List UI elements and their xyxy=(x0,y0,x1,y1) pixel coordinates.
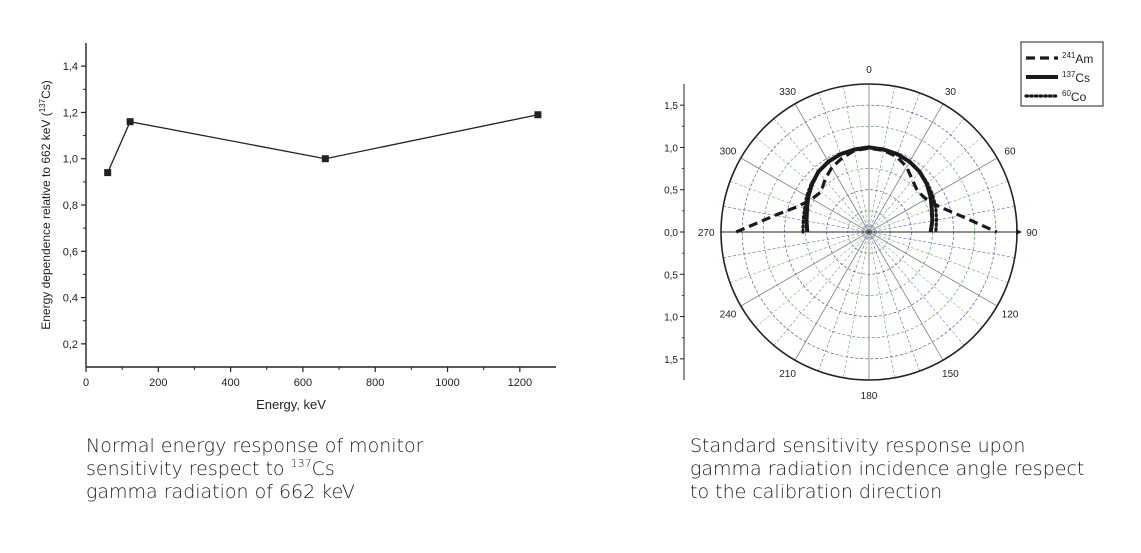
polar-grid-spoke xyxy=(868,103,944,233)
polar-grid-spoke xyxy=(868,118,965,233)
x-axis-label: Energy, keV xyxy=(256,397,326,412)
radial-scale-label: 1,0 xyxy=(664,143,678,154)
radial-scale-label: 0,0 xyxy=(664,228,678,239)
angular-sensitivity-polar-chart: 0 30 60 90 120 150 180 210 240 270 300 330 0,0 0,5 1,0… xyxy=(664,41,1104,402)
series-curve-am xyxy=(735,146,998,234)
polar-angle-label: 90 xyxy=(1026,228,1038,239)
right-chart-caption: Standard sensitivity response upon gamma… xyxy=(690,435,1110,504)
legend-label: 60Co xyxy=(1062,89,1087,104)
polar-angle-label: 150 xyxy=(942,369,959,380)
data-point-marker xyxy=(321,155,329,163)
data-point-marker xyxy=(534,111,542,119)
energy-response-chart: 0,2 0,4 0,6 0,8 1,0 1,2 1,4 0 200 400 600 800 1000 12… xyxy=(38,43,556,412)
polar-grid-spoke xyxy=(773,231,870,346)
left-caption-isotope-mass: 137 xyxy=(290,457,312,470)
x-tick-label: 800 xyxy=(366,377,384,389)
y-tick-label: 0,6 xyxy=(63,246,78,258)
radial-scale-label: 0,5 xyxy=(664,270,678,281)
data-point-marker xyxy=(104,169,112,177)
series-curve-co xyxy=(801,145,939,234)
polar-grid-spoke xyxy=(794,231,870,361)
x-tick-label: 200 xyxy=(149,377,167,389)
left-caption-line-3: gamma radiation of 662 keV xyxy=(86,481,355,503)
polar-grid-spoke xyxy=(868,231,944,361)
right-caption-line-1: Standard sensitivity response upon xyxy=(690,435,1026,457)
radial-scale-label: 1,5 xyxy=(664,101,678,112)
y-tick-label: 1,0 xyxy=(63,154,78,166)
legend-label: 137Cs xyxy=(1062,70,1090,85)
series-line xyxy=(107,114,539,173)
y-axis-label: Energy dependence relative to 662 keV (1… xyxy=(38,80,53,330)
polar-angle-label: 270 xyxy=(698,228,715,239)
radial-scale-label: 1,5 xyxy=(664,355,678,366)
right-caption-line-2: gamma radiation incidence angle respect xyxy=(690,458,1085,480)
polar-grid-spoke xyxy=(729,231,870,283)
polar-grid-spoke xyxy=(740,231,870,307)
x-tick-label: 1000 xyxy=(435,377,459,389)
y-tick-label: 1,2 xyxy=(63,107,78,119)
x-tick-label: 0 xyxy=(83,377,89,389)
y-tick-label: 0,2 xyxy=(63,339,78,351)
polar-angle-label: 330 xyxy=(779,87,796,98)
legend-label: 241Am xyxy=(1062,51,1093,66)
y-tick-label: 0,8 xyxy=(63,200,78,212)
polar-angle-label: 180 xyxy=(861,391,878,402)
polar-grid-spoke xyxy=(740,157,870,233)
x-tick-label: 1200 xyxy=(508,377,532,389)
polar-grid-spoke xyxy=(868,231,965,346)
y-tick-label: 0,4 xyxy=(63,293,78,305)
x-tick-label: 600 xyxy=(294,377,312,389)
polar-angle-label: 60 xyxy=(1004,147,1016,158)
left-chart-caption: Normal energy response of monitor sensit… xyxy=(86,435,506,504)
polar-angle-label: 300 xyxy=(720,147,737,158)
y-tick-label: 1,4 xyxy=(63,61,78,73)
x-tick-label: 400 xyxy=(221,377,239,389)
polar-grid-spoke xyxy=(868,231,1009,283)
polar-angle-label: 0 xyxy=(866,65,872,76)
polar-angle-label: 120 xyxy=(1002,309,1019,320)
data-point-marker xyxy=(126,118,134,126)
right-caption-line-3: to the calibration direction xyxy=(690,481,943,503)
polar-grid-spoke xyxy=(868,231,920,372)
left-caption-line-2: sensitivity respect to 137Cs xyxy=(86,458,506,481)
polar-grid-spoke xyxy=(755,231,870,328)
radial-scale-label: 1,0 xyxy=(664,313,678,324)
polar-angle-label: 210 xyxy=(779,369,796,380)
left-caption-isotope-symbol: Cs xyxy=(311,458,335,480)
left-caption-line-2-text: sensitivity respect to xyxy=(86,458,291,480)
polar-axis-arrow xyxy=(1016,229,1022,235)
left-caption-line-1: Normal energy response of monitor xyxy=(86,435,424,457)
polar-grid-spoke xyxy=(773,118,870,233)
polar-angle-label: 240 xyxy=(720,309,737,320)
polar-angle-label: 30 xyxy=(945,87,957,98)
radial-scale-label: 0,5 xyxy=(664,186,678,197)
polar-grid-spoke xyxy=(868,231,998,307)
polar-grid-spoke xyxy=(868,231,983,328)
polar-grid-spoke xyxy=(818,231,870,372)
legend: 241Am 137Cs 60Co xyxy=(1020,41,1104,107)
